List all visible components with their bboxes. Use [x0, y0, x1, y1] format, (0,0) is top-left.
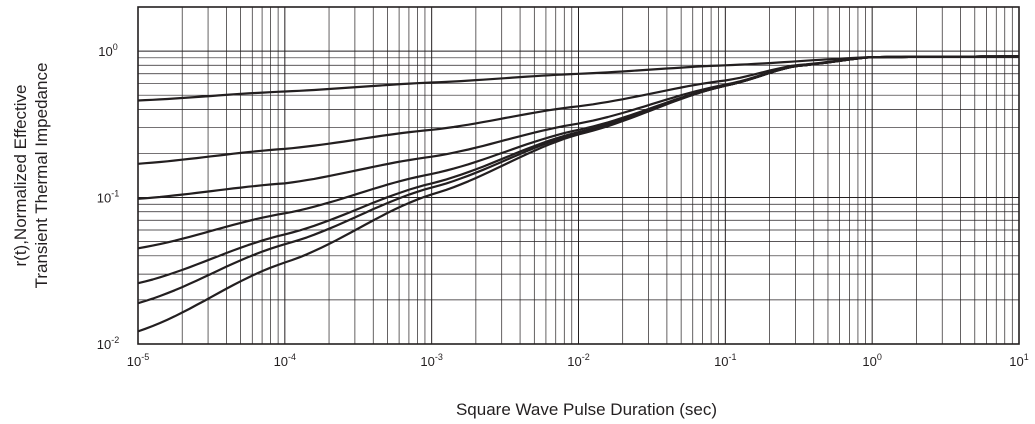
series-line-7 — [137, 55, 1019, 333]
x-tick-label: 10-5 — [127, 352, 149, 369]
x-tick-label: 10-4 — [274, 352, 296, 369]
x-tick-labels: 10-5 10-4 10-3 10-2 10-1 100 101 — [127, 352, 1029, 369]
x-axis-title: Square Wave Pulse Duration (sec) — [456, 400, 717, 419]
plot-frame — [137, 6, 1020, 345]
x-tick-label: 10-3 — [420, 352, 442, 369]
y-axis-title-line-2: Transient Thermal Impedance — [32, 63, 51, 289]
x-tick-label: 10-2 — [567, 352, 589, 369]
series-lines — [137, 55, 1019, 333]
x-tick-label: 101 — [1009, 352, 1028, 369]
x-tick-label: 100 — [862, 352, 881, 369]
y-axis-title-line-1: r(t),Normalized Effective — [11, 84, 30, 266]
y-tick-labels: 10-2 10-1 100 — [97, 42, 119, 352]
grid — [137, 6, 1019, 345]
y-tick-label: 10-1 — [97, 189, 119, 206]
y-tick-label: 10-2 — [97, 335, 119, 352]
x-tick-label: 10-1 — [714, 352, 736, 369]
y-tick-label: 100 — [98, 42, 117, 59]
